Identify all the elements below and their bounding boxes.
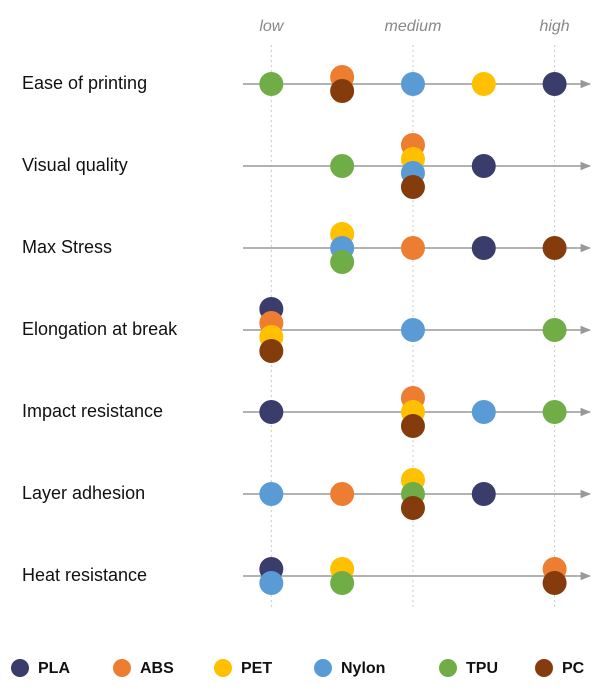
dot xyxy=(400,175,425,199)
dot xyxy=(471,482,496,506)
dot xyxy=(400,236,425,260)
dot xyxy=(259,482,284,506)
legend-label: PLA xyxy=(38,660,70,677)
row-label: Visual quality xyxy=(22,155,128,175)
dot xyxy=(259,72,284,96)
row-label: Impact resistance xyxy=(22,401,163,421)
dot xyxy=(259,571,284,595)
legend-label: PC xyxy=(562,660,585,677)
x-tick-label: medium xyxy=(385,18,442,35)
row-label: Layer adhesion xyxy=(22,483,145,503)
row-label: Ease of printing xyxy=(22,73,147,93)
legend-marker xyxy=(439,659,457,677)
dot xyxy=(542,72,567,96)
dot xyxy=(400,318,425,342)
dot xyxy=(400,496,425,520)
dot xyxy=(471,72,496,96)
legend-label: ABS xyxy=(140,660,174,677)
dot xyxy=(330,154,355,178)
legend-label: Nylon xyxy=(341,660,385,677)
dot xyxy=(259,339,284,363)
row-label: Heat resistance xyxy=(22,565,147,585)
legend-marker xyxy=(214,659,232,677)
dot xyxy=(542,318,567,342)
dot xyxy=(330,482,355,506)
dot xyxy=(542,571,567,595)
dot xyxy=(330,571,355,595)
dot xyxy=(471,236,496,260)
dot xyxy=(471,154,496,178)
legend-marker xyxy=(314,659,332,677)
dot xyxy=(542,400,567,424)
dot xyxy=(259,400,284,424)
dot xyxy=(400,414,425,438)
legend-marker xyxy=(11,659,29,677)
x-tick-label: low xyxy=(259,18,284,35)
dot xyxy=(330,250,355,274)
dot xyxy=(471,400,496,424)
dot xyxy=(330,79,355,103)
legend-marker xyxy=(113,659,131,677)
legend-label: PET xyxy=(241,660,272,677)
x-tick-label: high xyxy=(539,18,569,35)
legend-label: TPU xyxy=(466,660,498,677)
row-label: Elongation at break xyxy=(22,319,178,339)
legend-marker xyxy=(535,659,553,677)
row-label: Max Stress xyxy=(22,237,112,257)
dot xyxy=(400,72,425,96)
dot xyxy=(542,236,567,260)
